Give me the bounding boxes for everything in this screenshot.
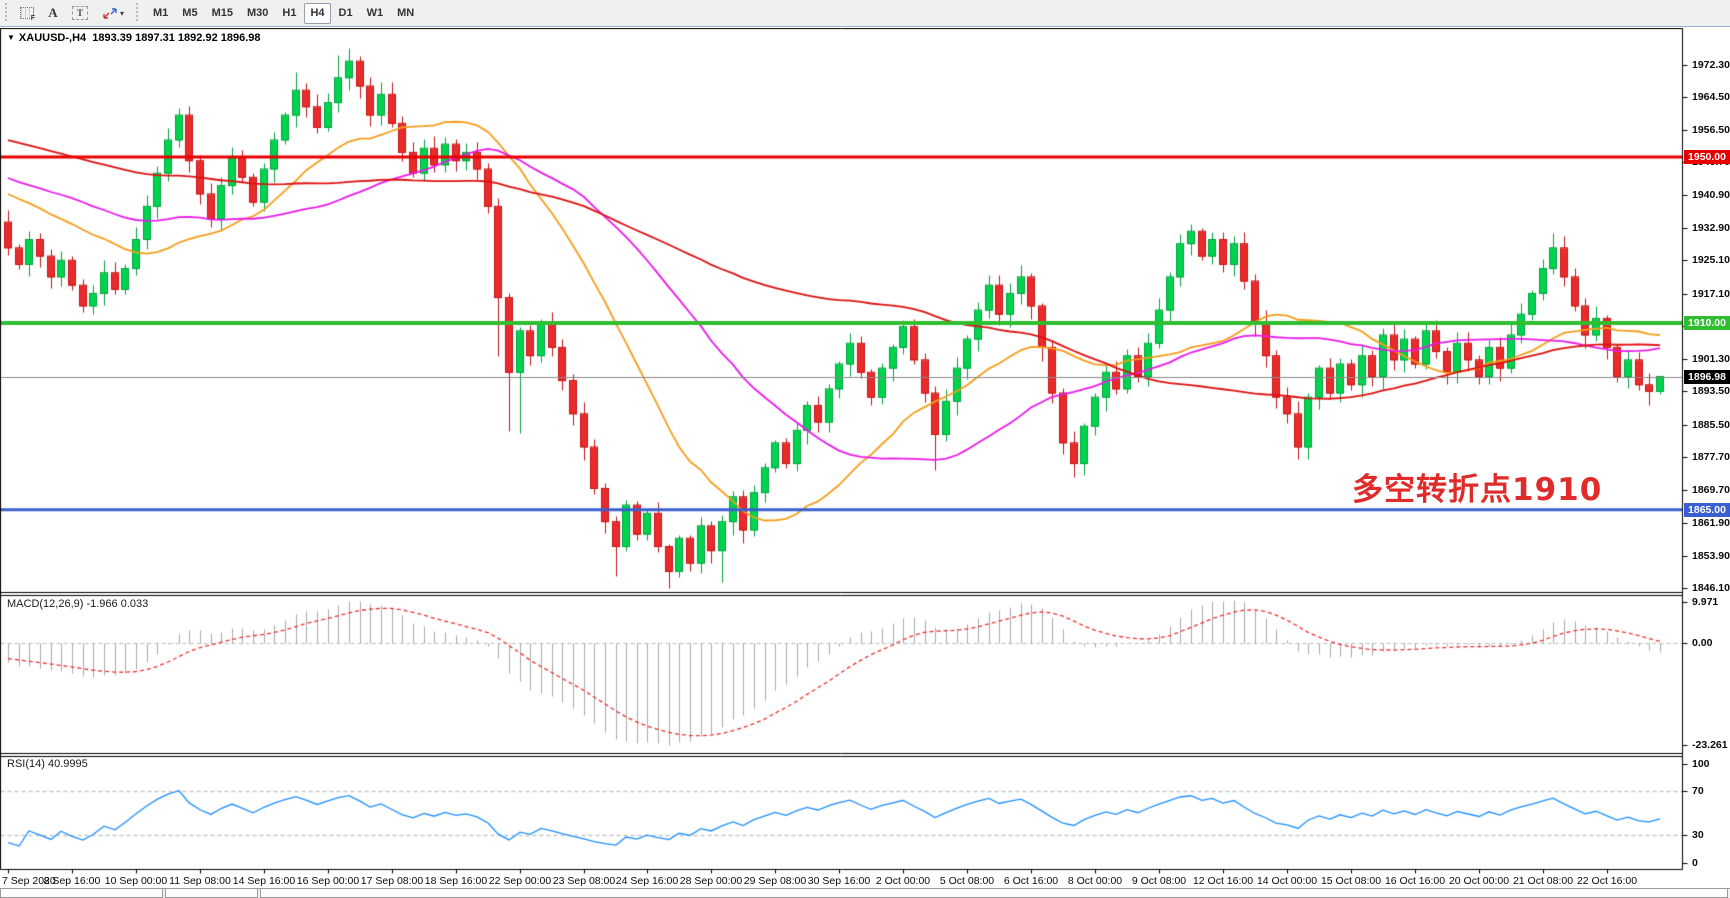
arrows-icon [103,7,117,19]
price-level-badge: 1865.00 [1684,502,1730,517]
chart-ohlc-header[interactable]: ▼ XAUUSD-,H4 1893.39 1897.31 1892.92 1896… [7,32,261,44]
rsi-axis-tick: 0 [1692,857,1698,869]
macd-indicator-label: MACD(12,26,9) -1.966 0.033 [7,598,149,610]
timeframe-m15-button[interactable]: M15 [206,3,239,24]
rsi-indicator-label: RSI(14) 40.9995 [7,758,88,770]
price-axis-tick: 1853.90 [1692,549,1730,562]
dropdown-caret-icon: ▾ [120,8,125,18]
ohlc-values: 1893.39 1897.31 1892.92 1896.98 [92,32,261,44]
date-axis-label: 20 Oct 00:00 [1448,875,1510,887]
price-axis-tick: 1877.70 [1692,450,1730,463]
text-label-tool-button[interactable]: A [42,3,64,24]
timeframe-w1-button[interactable]: W1 [361,3,390,24]
arrows-tool-button[interactable]: ▾ [96,3,130,24]
status-bar [0,888,1730,898]
date-axis-label: 7 Sep 2020 [2,875,56,887]
price-axis-tick: 1893.50 [1692,385,1730,398]
timeframe-mn-button[interactable]: MN [391,3,420,24]
date-axis-label: 30 Sep 16:00 [807,875,871,887]
date-axis-label: 8 Sep 16:00 [43,875,101,887]
price-axis-tick: 1901.30 [1692,353,1730,366]
date-axis-label: 17 Sep 08:00 [360,875,424,887]
toolbar-grip-2[interactable] [134,3,142,23]
timeframe-group: M1 M5 M15 M30 H1 H4 D1 W1 MN [146,2,421,24]
current-price-badge: 1896.98 [1684,370,1730,384]
price-axis-tick: 1846.10 [1692,582,1730,595]
date-axis-label: 9 Oct 08:00 [1131,875,1187,887]
date-axis-label: 5 Oct 08:00 [939,875,995,887]
chart-text-annotation[interactable]: 多空转折点1910 [1352,472,1603,508]
grid-icon: F [20,7,35,22]
timeframe-h4-button[interactable]: H4 [304,2,331,24]
date-axis-label: 16 Sep 00:00 [296,875,360,887]
status-cell-3 [260,889,1728,898]
timeframe-m30-button[interactable]: M30 [241,3,274,24]
price-axis-tick: 1964.50 [1692,90,1730,103]
price-axis-tick: 1956.50 [1692,124,1730,137]
price-axis-tick: 1917.10 [1692,287,1730,300]
price-axis-tick: 1925.10 [1692,254,1730,267]
price-level-badge: 1950.00 [1684,150,1730,165]
date-axis-label: 14 Oct 00:00 [1256,875,1318,887]
text-box-tool-button[interactable]: T [66,3,94,24]
rsi-axis-tick: 70 [1692,784,1704,797]
date-axis-label: 28 Sep 00:00 [679,875,743,887]
date-axis-label: 22 Sep 00:00 [488,875,552,887]
date-axis-label: 15 Oct 08:00 [1320,875,1382,887]
price-chart-canvas[interactable] [0,28,1730,888]
text-box-icon: T [72,6,88,20]
date-axis-label: 29 Sep 08:00 [743,875,807,887]
date-axis-label: 8 Oct 00:00 [1067,875,1123,887]
status-cell-1 [0,889,163,898]
date-axis-label: 22 Oct 16:00 [1576,875,1638,887]
rsi-axis-tick: 30 [1692,829,1704,842]
timeframe-m5-button[interactable]: M5 [176,3,203,24]
date-axis-label: 21 Oct 08:00 [1512,875,1574,887]
timeframe-d1-button[interactable]: D1 [333,3,359,24]
price-axis-tick: 1869.70 [1692,484,1730,497]
template-grid-icon[interactable]: F [14,3,40,24]
price-axis-tick: 1940.90 [1692,188,1730,201]
price-axis-tick: 1972.30 [1692,58,1730,71]
date-axis-label: 18 Sep 16:00 [424,875,488,887]
date-axis-label: 11 Sep 08:00 [169,875,231,887]
toolbar: F A T ▾ M1 M5 M15 M30 H1 H4 D1 W1 MN [0,0,1730,27]
macd-axis-tick: -23.261 [1692,738,1728,751]
rsi-axis-tick: 100 [1692,758,1710,770]
date-axis-label: 6 Oct 16:00 [1003,875,1059,887]
date-axis-label: 16 Oct 16:00 [1384,875,1446,887]
timeframe-h1-button[interactable]: H1 [276,3,302,24]
letter-a-icon: A [48,5,58,20]
date-axis-label: 23 Sep 08:00 [552,875,616,887]
macd-axis-tick: 9.971 [1692,596,1719,608]
symbol-label: XAUUSD-,H4 [18,32,87,44]
price-axis-tick: 1932.90 [1692,221,1730,234]
status-cell-2 [165,889,258,898]
date-axis-label: 12 Oct 16:00 [1192,875,1254,887]
price-axis-tick: 1885.50 [1692,418,1730,431]
macd-axis-tick: 0.00 [1692,637,1713,650]
date-axis-label: 24 Sep 16:00 [615,875,679,887]
price-level-badge: 1910.00 [1684,315,1730,330]
date-axis-label: 10 Sep 00:00 [104,875,168,887]
toolbar-grip[interactable] [3,3,10,23]
chart-area: ▼ XAUUSD-,H4 1893.39 1897.31 1892.92 1896… [0,28,1730,888]
date-axis-label: 14 Sep 16:00 [232,875,296,887]
date-axis-label: 2 Oct 00:00 [875,875,931,887]
timeframe-m1-button[interactable]: M1 [147,3,174,24]
price-axis-tick: 1861.90 [1692,516,1730,529]
collapse-triangle-icon[interactable]: ▼ [7,33,15,42]
